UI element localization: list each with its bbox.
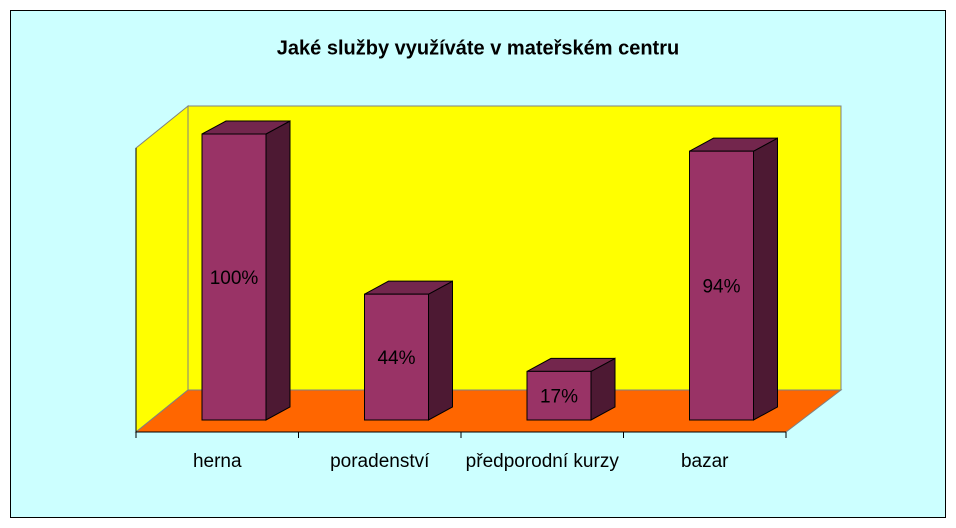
bar-side <box>428 280 453 421</box>
chart-title: Jaké služby využíváte v mateřském centru <box>277 37 679 59</box>
bar <box>364 293 429 421</box>
bar <box>526 370 592 421</box>
data-label: 100% <box>210 268 259 289</box>
side-wall <box>135 104 189 434</box>
x-tick-label: herna <box>192 451 242 472</box>
data-label: 17% <box>540 387 578 408</box>
bar <box>201 133 267 421</box>
x-tick-label: bazar <box>680 451 729 472</box>
data-label: 94% <box>702 277 740 298</box>
data-label: 44% <box>377 348 415 369</box>
bar-side <box>753 137 778 421</box>
x-tick-label: předporodní kurzy <box>465 451 619 472</box>
x-tick-label: poradenství <box>330 451 430 472</box>
bar <box>689 150 754 421</box>
bar-side <box>265 120 291 421</box>
